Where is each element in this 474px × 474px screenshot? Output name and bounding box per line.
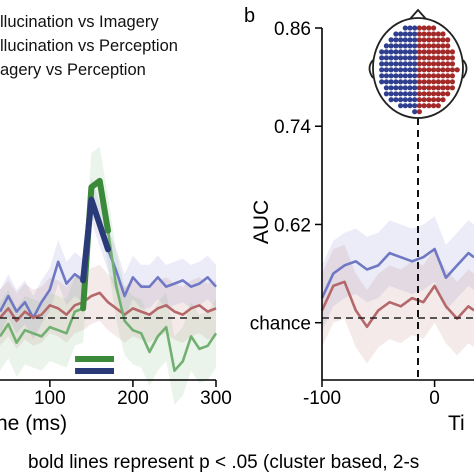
y-tick-label-0-74: 0.74 <box>274 117 311 138</box>
band-llucination-vs-imagery <box>0 177 216 340</box>
panel-a-x-ticks: 100 200 300 <box>34 380 232 409</box>
band-agery-vs-perception <box>0 146 216 405</box>
panel-a-x-title: ne (ms) <box>0 412 67 435</box>
panel-a-lines <box>0 177 218 372</box>
band-b-llucination-vs-imagery <box>322 216 474 331</box>
y-tick-label-0-62: 0.62 <box>274 215 311 236</box>
panel-a-confidence-bands <box>0 146 216 405</box>
significant-segment-llucination-vs-imagery <box>80 196 111 284</box>
series-line-b-llucination-vs-perception <box>320 280 474 329</box>
y-tick-label-0-86: 0.86 <box>274 19 311 40</box>
legend-item-hallucination-vs-perception: llucination vs Perception <box>0 37 178 55</box>
panel-b-y-title: AUC <box>250 200 273 244</box>
series-line-llucination-vs-perception <box>0 291 217 323</box>
panel-a-significance-bars <box>75 356 114 374</box>
significance-bar-agery-vs-perception <box>75 356 114 362</box>
scalp-topography-icon <box>368 8 468 119</box>
tick-label-100: 100 <box>34 388 66 409</box>
panel-b-y-ticks: 0.86 0.74 0.62 chance <box>250 19 322 335</box>
series-line-b-llucination-vs-imagery <box>320 247 474 299</box>
panel-b-confidence-bands <box>322 216 474 364</box>
x-tick-label-0: 0 <box>429 388 440 409</box>
tick-label-300: 300 <box>200 388 232 409</box>
panel-b-x-title: Ti <box>448 412 465 435</box>
panel-b-letter: b <box>244 5 255 27</box>
legend-item-hallucination-vs-imagery: llucination vs Imagery <box>0 13 159 31</box>
tick-label-200: 200 <box>117 388 149 409</box>
x-tick-label-100: -100 <box>303 388 341 409</box>
y-tick-label-chance: chance <box>250 314 311 335</box>
significance-bar-llucination-vs-imagery <box>75 368 114 374</box>
panel-b-lines <box>320 247 474 329</box>
panel-b-x-ticks: -100 0 <box>303 380 440 409</box>
figure-caption: bold lines represent p < .05 (cluster ba… <box>28 452 419 473</box>
legend-item-imagery-vs-perception: agery vs Perception <box>0 61 146 79</box>
